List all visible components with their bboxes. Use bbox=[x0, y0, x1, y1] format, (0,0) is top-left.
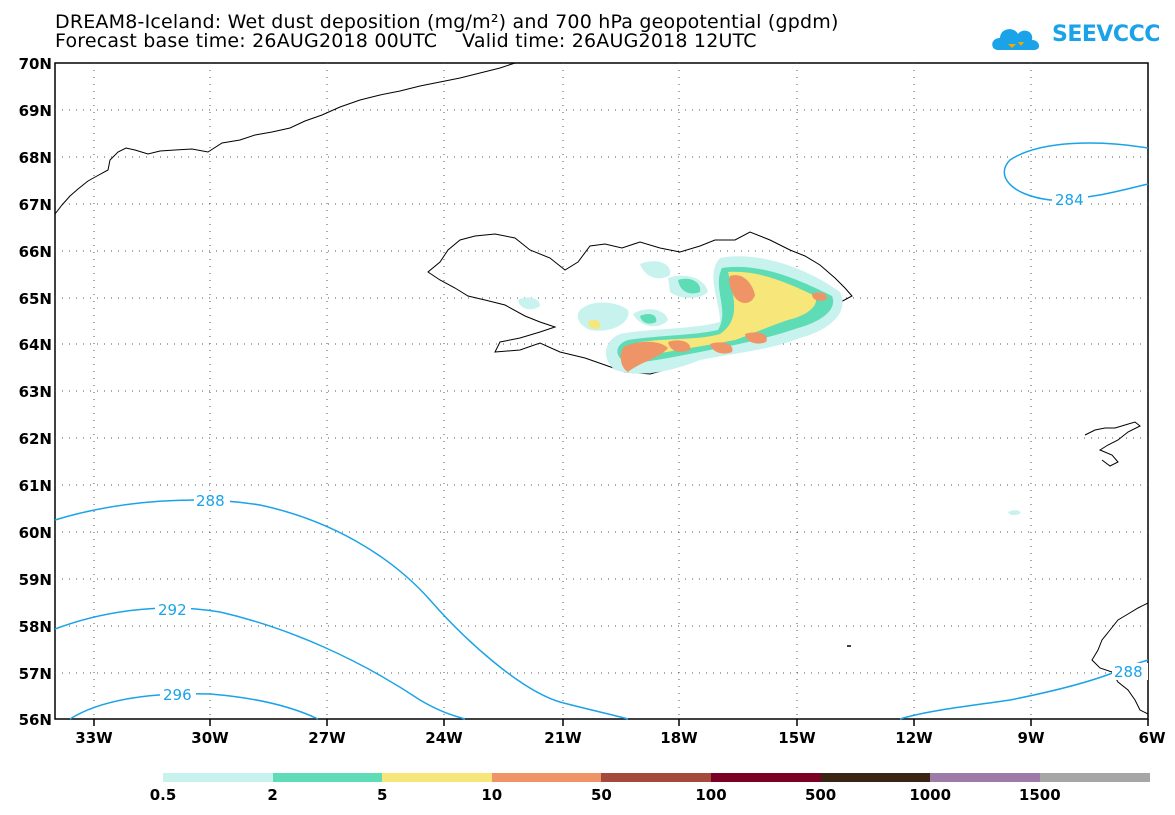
colorbar-segment bbox=[163, 773, 274, 782]
lat-label: 61N bbox=[18, 477, 52, 495]
lat-label: 69N bbox=[18, 102, 52, 120]
colorbar-segment bbox=[272, 773, 383, 782]
lat-label: 59N bbox=[18, 571, 52, 589]
lat-label: 65N bbox=[18, 290, 52, 308]
colorbar-label: 2 bbox=[267, 786, 278, 804]
contour-label: 288 bbox=[196, 492, 225, 510]
map-subtitle: Forecast base time: 26AUG2018 00UTC Vali… bbox=[55, 30, 757, 52]
grid-lines bbox=[55, 63, 1148, 719]
lat-label: 56N bbox=[18, 711, 52, 729]
colorbar-segment bbox=[930, 773, 1041, 782]
colorbar-segment bbox=[601, 773, 712, 782]
lat-label: 70N bbox=[18, 55, 52, 73]
lon-label: 15W bbox=[778, 729, 816, 747]
lat-label: 63N bbox=[18, 383, 52, 401]
contour-label: 292 bbox=[158, 601, 187, 619]
lon-label: 21W bbox=[544, 729, 582, 747]
lat-label: 62N bbox=[18, 430, 52, 448]
colorbar-segment bbox=[491, 773, 602, 782]
lat-label: 58N bbox=[18, 618, 52, 636]
lat-label: 64N bbox=[18, 336, 52, 354]
contour-label: 284 bbox=[1055, 191, 1084, 209]
colorbar-segment bbox=[711, 773, 822, 782]
lon-label: 18W bbox=[660, 729, 698, 747]
colorbar-label: 50 bbox=[590, 786, 612, 804]
lat-label: 60N bbox=[18, 524, 52, 542]
faroes-coastline bbox=[1084, 421, 1141, 467]
colorbar-label: 500 bbox=[804, 786, 837, 804]
lon-label: 24W bbox=[425, 729, 463, 747]
colorbar-label: 0.5 bbox=[149, 786, 177, 804]
map-title: DREAM8-Iceland: Wet dust deposition (mg/… bbox=[55, 11, 839, 33]
colorbar-label: 5 bbox=[376, 786, 388, 804]
colorbar-label: 1500 bbox=[1018, 786, 1061, 804]
lat-label: 68N bbox=[18, 149, 52, 167]
colorbar-label: 10 bbox=[481, 786, 503, 804]
dust-deposition-shading bbox=[518, 256, 1021, 516]
colorbar-label: 100 bbox=[695, 786, 727, 804]
colorbar-label: 1000 bbox=[909, 786, 952, 804]
scotland-coastline bbox=[1091, 602, 1149, 715]
lon-label: 12W bbox=[895, 729, 933, 747]
lat-label: 66N bbox=[18, 243, 52, 261]
lat-label: 67N bbox=[18, 196, 52, 214]
lat-label: 57N bbox=[18, 665, 52, 683]
logo-text: SEEVCCC bbox=[1052, 22, 1160, 47]
colorbar-segment bbox=[1039, 773, 1150, 782]
contour-label: 296 bbox=[163, 686, 192, 704]
colorbar-segment bbox=[820, 773, 931, 782]
colorbar-segment bbox=[382, 773, 493, 782]
cloud-logo-icon bbox=[992, 29, 1040, 50]
contour-label: 288 bbox=[1114, 663, 1143, 681]
lon-label: 9W bbox=[1017, 729, 1045, 747]
lon-label: 27W bbox=[308, 729, 346, 747]
greenland-coastline bbox=[54, 62, 516, 215]
lon-label: 6W bbox=[1138, 729, 1166, 747]
lon-label: 33W bbox=[75, 729, 113, 747]
geopotential-contours bbox=[54, 142, 1149, 720]
axis-ticks bbox=[93, 719, 1149, 726]
lon-label: 30W bbox=[191, 729, 229, 747]
